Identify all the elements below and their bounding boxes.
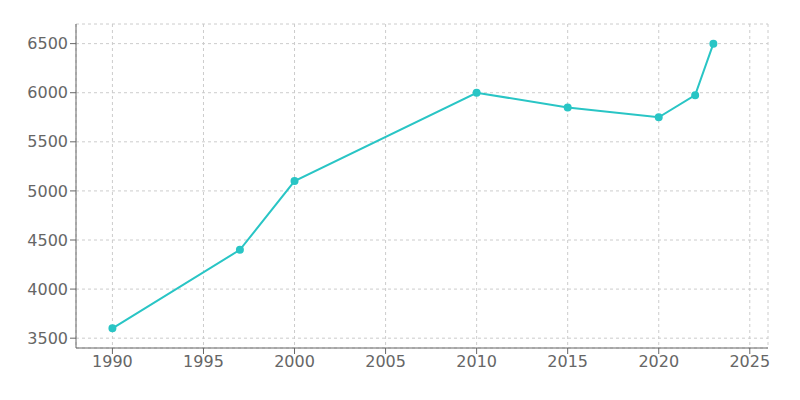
svg-text:2000: 2000	[274, 352, 315, 371]
svg-text:1990: 1990	[92, 352, 133, 371]
svg-text:2005: 2005	[365, 352, 406, 371]
svg-text:5000: 5000	[27, 182, 68, 201]
svg-text:2015: 2015	[547, 352, 588, 371]
svg-text:6000: 6000	[27, 83, 68, 102]
svg-text:4500: 4500	[27, 231, 68, 250]
svg-text:6500: 6500	[27, 34, 68, 53]
svg-text:2025: 2025	[729, 352, 770, 371]
svg-text:5500: 5500	[27, 132, 68, 151]
svg-text:4000: 4000	[27, 280, 68, 299]
svg-text:2010: 2010	[456, 352, 497, 371]
svg-text:1995: 1995	[183, 352, 224, 371]
svg-text:3500: 3500	[27, 329, 68, 348]
svg-text:2020: 2020	[638, 352, 679, 371]
